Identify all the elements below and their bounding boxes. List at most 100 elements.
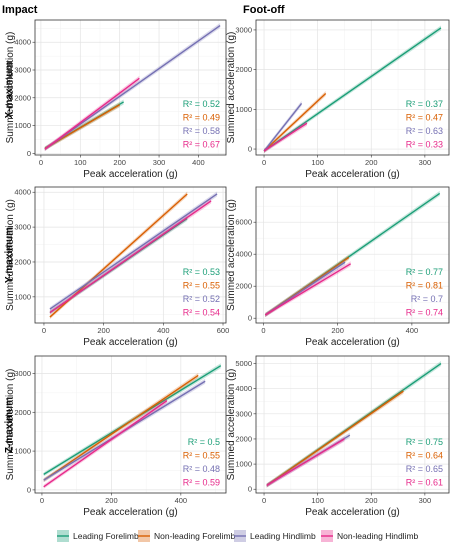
x-tick-label: 300 <box>419 496 432 505</box>
r2-label-leading-forelimb: R² = 0.77 <box>406 267 443 277</box>
y-axis-title: Summed acceleration (g) <box>5 32 16 144</box>
panel-border <box>34 19 227 156</box>
y-tick-label: 2000 <box>235 434 252 443</box>
legend-item-non-leading-hindlimb: Non-leading Hindlimb <box>321 530 419 542</box>
panel-border <box>255 355 450 494</box>
row-title-y-maximum: Y-maximum <box>4 227 15 283</box>
x-tick-label: 200 <box>365 496 378 505</box>
y-axis-title: Summed acceleration (g) <box>5 199 16 311</box>
y-axis-title: Summed acceleration (g) <box>5 369 16 481</box>
x-tick-label: 0 <box>261 326 265 335</box>
legend-item-non-leading-forelimb: Non-leading Forelimb <box>138 530 236 542</box>
series-line-leading-hindlimb <box>264 261 346 316</box>
x-tick-label: 200 <box>365 158 378 167</box>
series-line-leading-hindlimb <box>44 24 221 150</box>
r2-label-non-leading-forelimb: R² = 0.64 <box>406 451 443 461</box>
legend: Leading Forelimb Non-leading Forelimb Lead… <box>57 530 419 542</box>
x-tick-label: 300 <box>153 158 166 167</box>
x-tick-label: 200 <box>113 158 126 167</box>
x-tick-label: 200 <box>331 326 344 335</box>
r2-label-leading-hindlimb: R² = 0.65 <box>406 464 443 474</box>
y-tick-label: 0 <box>248 314 252 323</box>
x-tick-label: 100 <box>311 496 324 505</box>
y-tick-label: 3000 <box>14 369 31 378</box>
y-tick-label: 1000 <box>235 105 252 114</box>
r2-label-leading-forelimb: R² = 0.75 <box>406 437 443 447</box>
series-line-leading-hindlimb <box>49 193 218 310</box>
x-tick-label: 0 <box>42 326 46 335</box>
x-tick-label: 0 <box>262 496 266 505</box>
y-tick-label: 2000 <box>14 408 31 417</box>
r2-label-non-leading-hindlimb: R² = 0.67 <box>183 140 220 150</box>
x-axis-title: Peak acceleration (g) <box>83 169 178 180</box>
y-tick-label: 3000 <box>14 66 31 75</box>
y-tick-label: 0 <box>27 149 31 158</box>
r2-label-non-leading-hindlimb: R² = 0.61 <box>406 478 443 488</box>
y-tick-label: 5000 <box>235 359 252 368</box>
series-line-non-leading-hindlimb <box>264 263 352 316</box>
x-tick-label: 100 <box>74 158 87 167</box>
panel-border <box>255 19 450 156</box>
r2-label-non-leading-forelimb: R² = 0.81 <box>406 281 443 291</box>
series-line-non-leading-forelimb <box>43 374 199 481</box>
y-tick-label: 3000 <box>14 223 31 232</box>
major-grid <box>256 20 449 155</box>
y-tick-label: 4000 <box>14 188 31 197</box>
r2-label-leading-hindlimb: R² = 0.7 <box>411 294 443 304</box>
y-axis-title: Summed acceleration (g) <box>226 369 237 481</box>
series-line-non-leading-hindlimb <box>266 438 345 487</box>
legend-item-leading-forelimb: Leading Forelimb <box>57 530 139 542</box>
series-line-non-leading-hindlimb <box>263 122 308 152</box>
y-tick-label: 0 <box>27 485 31 494</box>
r2-label-non-leading-forelimb: R² = 0.55 <box>183 451 220 461</box>
r2-label-non-leading-forelimb: R² = 0.55 <box>183 281 220 291</box>
y-axis-title: Summed acceleration (g) <box>226 199 237 311</box>
y-tick-label: 2000 <box>235 282 252 291</box>
x-tick-label: 400 <box>157 326 170 335</box>
r2-label-non-leading-forelimb: R² = 0.49 <box>183 113 220 123</box>
series-line-non-leading-hindlimb <box>49 200 212 314</box>
minor-grid <box>256 356 449 493</box>
r2-label-non-leading-forelimb: R² = 0.47 <box>406 113 443 123</box>
legend-label-leading-hindlimb: Leading Hindlimb <box>250 531 316 541</box>
x-tick-label: 100 <box>311 158 324 167</box>
r2-label-non-leading-hindlimb: R² = 0.33 <box>406 140 443 150</box>
column-title-impact: Impact <box>2 4 38 16</box>
plot-background <box>256 20 449 155</box>
x-tick-label: 0 <box>39 158 43 167</box>
panel-border <box>255 186 450 324</box>
x-tick-label: 400 <box>175 496 188 505</box>
x-tick-label: 600 <box>217 326 230 335</box>
x-tick-label: 0 <box>262 158 266 167</box>
legend-label-leading-forelimb: Leading Forelimb <box>73 531 139 541</box>
y-tick-label: 4000 <box>235 250 252 259</box>
panel-z-maximum-impact: 0 200 400 0 1000 2000 3000 Peak acceleration (g… <box>5 355 227 518</box>
x-tick-label: 400 <box>406 326 419 335</box>
series-line-non-leading-forelimb <box>44 104 121 150</box>
x-axis-title: Peak acceleration (g) <box>305 169 400 180</box>
series-line-non-leading-hindlimb <box>44 77 140 150</box>
panel-border <box>34 355 227 494</box>
r2-label-leading-hindlimb: R² = 0.48 <box>183 464 220 474</box>
r2-label-non-leading-hindlimb: R² = 0.59 <box>183 478 220 488</box>
major-grid <box>256 356 449 493</box>
major-grid <box>35 20 226 155</box>
y-tick-label: 4000 <box>235 384 252 393</box>
y-tick-label: 2000 <box>235 65 252 74</box>
series-line-leading-hindlimb <box>263 102 303 152</box>
series-line-non-leading-hindlimb <box>43 400 168 488</box>
r2-label-leading-hindlimb: R² = 0.58 <box>183 126 220 136</box>
x-axis-title: Peak acceleration (g) <box>305 337 400 348</box>
y-tick-label: 0 <box>248 145 252 154</box>
y-tick-label: 3000 <box>235 409 252 418</box>
column-title-foot-off: Foot-off <box>243 4 285 16</box>
panel-border <box>34 186 227 324</box>
r2-label-leading-forelimb: R² = 0.53 <box>183 267 220 277</box>
y-tick-label: 1000 <box>14 447 31 456</box>
